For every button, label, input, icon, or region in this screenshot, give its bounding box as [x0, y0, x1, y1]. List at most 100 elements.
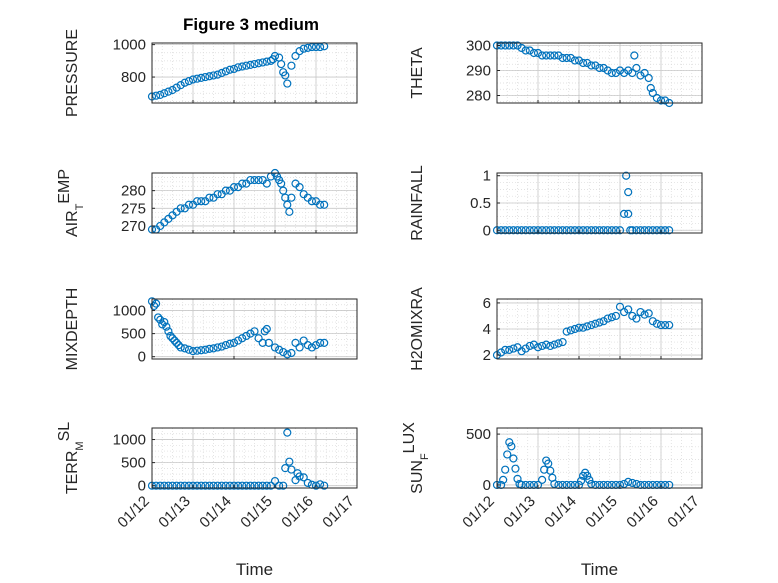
data-point: [619, 68, 629, 78]
y-tick-label: 280: [466, 88, 491, 105]
y-axis-label-sub: F: [419, 453, 431, 460]
data-point: [540, 465, 549, 474]
data-point: [619, 479, 629, 489]
data-point: [281, 193, 290, 202]
data-point: [193, 346, 202, 355]
data-point: [578, 58, 588, 68]
data-point: [180, 481, 189, 490]
data-point: [180, 344, 189, 353]
data-point: [164, 327, 173, 336]
data-point: [509, 454, 518, 463]
data-point: [603, 314, 612, 323]
data-point: [566, 226, 575, 235]
data-point: [517, 43, 526, 53]
axes-box: [151, 42, 358, 104]
y-axis-label-sub: M: [74, 441, 86, 450]
data-point: [299, 44, 308, 53]
data-point: [299, 473, 308, 482]
x-tick-label: 01/12: [459, 493, 498, 532]
data-point: [266, 481, 275, 490]
data-point: [262, 324, 271, 334]
data-point: [264, 338, 273, 347]
data-point: [595, 226, 604, 235]
data-point: [287, 193, 296, 202]
y-tick-label: 500: [466, 426, 491, 443]
data-point: [585, 475, 594, 484]
data-point: [570, 226, 580, 235]
data-point: [158, 320, 167, 329]
data-point: [591, 61, 600, 70]
y-axis-label: TERRMSL: [56, 422, 87, 494]
data-point: [279, 347, 288, 357]
data-point: [279, 186, 288, 195]
data-point: [525, 46, 534, 55]
axes-box: [151, 298, 358, 360]
data-point: [193, 74, 202, 83]
data-point: [205, 344, 214, 353]
data-point: [665, 320, 674, 330]
y-tick-label: 275: [121, 200, 146, 217]
data-point: [172, 83, 181, 92]
data-point: [640, 226, 649, 235]
data-point: [624, 477, 633, 486]
data-point: [517, 347, 526, 356]
subplot-h2omixra: 2 4 6 H2OMIXRA: [409, 287, 703, 371]
data-point: [615, 66, 625, 75]
data-point: [544, 459, 553, 468]
data-point: [184, 77, 193, 86]
data-point: [566, 53, 575, 63]
data-point: [607, 313, 616, 322]
data-point: [624, 305, 633, 314]
data-point: [238, 334, 247, 343]
data-point: [656, 226, 666, 235]
data-point: [160, 317, 169, 327]
data-point: [246, 60, 255, 69]
data-point: [221, 341, 230, 350]
data-point: [599, 63, 608, 73]
data-point: [316, 42, 325, 52]
data-point: [152, 91, 161, 100]
data-point: [505, 345, 514, 354]
x-tick-label: 01/16: [278, 493, 317, 532]
data-point: [566, 326, 575, 335]
data-point: [550, 226, 559, 235]
data-point: [201, 481, 210, 490]
data-point: [260, 327, 269, 336]
data-point: [209, 481, 218, 490]
data-point: [599, 317, 608, 326]
data-point: [640, 310, 649, 319]
data-point: [201, 72, 210, 82]
y-tick-label: 6: [483, 295, 491, 312]
y-axis-label-sub: T: [74, 203, 86, 210]
data-point: [209, 71, 218, 80]
data-point: [234, 481, 243, 490]
y-tick-label: 1000: [113, 303, 146, 320]
data-point: [652, 226, 662, 235]
data-point: [174, 341, 183, 350]
data-point: [205, 481, 214, 490]
data-point: [281, 71, 290, 80]
data-point: [501, 465, 510, 474]
data-point: [603, 66, 612, 75]
data-point: [583, 322, 592, 331]
data-point: [509, 226, 518, 235]
data-point: [184, 345, 193, 354]
data-point: [656, 96, 666, 105]
data-point: [583, 58, 592, 68]
data-point: [250, 327, 259, 336]
data-point: [221, 186, 230, 195]
data-point: [587, 61, 596, 70]
data-point: [558, 337, 567, 347]
data-point: [632, 314, 641, 323]
x-axis-label: Time: [236, 560, 273, 579]
data-point: [250, 481, 259, 490]
data-point: [587, 479, 596, 489]
data-point: [533, 226, 543, 235]
data-point: [574, 56, 584, 65]
data-point: [180, 78, 189, 87]
y-tick-label: 270: [121, 218, 146, 235]
data-point: [303, 341, 312, 350]
data-point: [270, 51, 280, 61]
data-point: [537, 475, 547, 484]
